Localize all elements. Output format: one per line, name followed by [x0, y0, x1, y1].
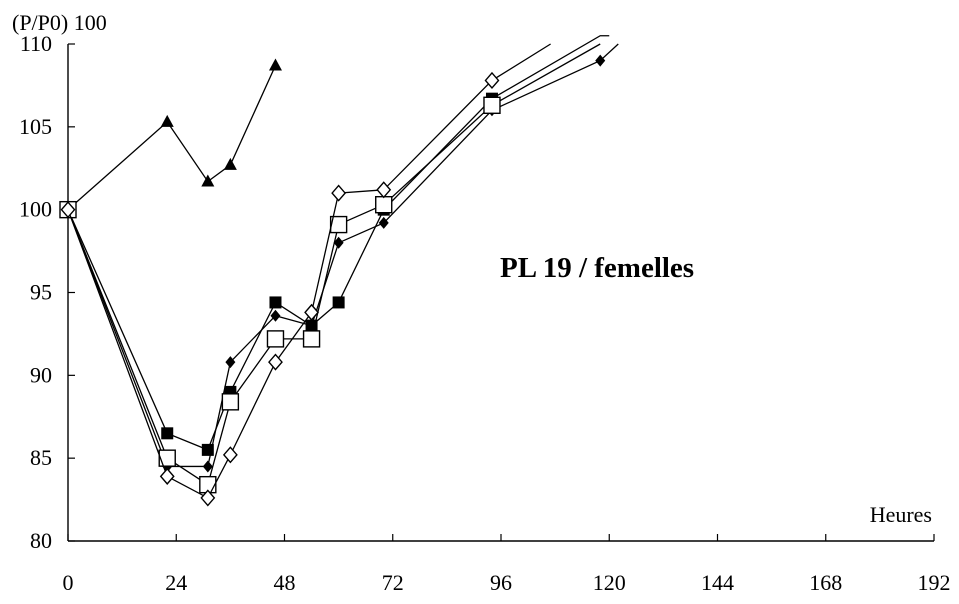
point-filled-square-4 [269, 296, 282, 309]
y-tick-label-105: 105 [19, 114, 52, 139]
axes: 80 85 90 95 100 105 110 0 24 48 72 96 120 144 168 192 [19, 31, 951, 595]
point-open-square-5 [302, 330, 321, 348]
x-axis-title: Heures [870, 502, 932, 527]
chart-annotation: PL 19 / femelles [500, 252, 694, 284]
point-filled-triangle-3 [223, 157, 237, 170]
series-open-diamond [60, 43, 551, 507]
point-filled-diamond-3 [225, 356, 236, 369]
y-tick-label-80: 80 [30, 528, 52, 553]
x-tick-label-96: 96 [490, 570, 512, 595]
point-filled-triangle-2 [201, 174, 215, 187]
point-open-diamond-1 [159, 467, 175, 485]
point-filled-diamond-6 [333, 236, 344, 249]
x-tick-label-168: 168 [809, 570, 842, 595]
point-filled-diamond-2 [202, 460, 213, 473]
y-axis-title: (P/P0) 100 [12, 10, 107, 35]
x-tick-label-192: 192 [918, 570, 951, 595]
point-open-square-4 [266, 330, 285, 348]
y-tick-label-110: 110 [20, 31, 52, 56]
series-line-open-square [67, 43, 601, 486]
series-line-filled-triangle [67, 65, 277, 211]
point-open-square-3 [221, 393, 240, 411]
x-tick-label-120: 120 [593, 570, 626, 595]
point-filled-triangle-4 [268, 58, 282, 71]
point-open-diamond-3 [222, 446, 238, 464]
point-filled-diamond-9 [595, 54, 606, 67]
point-open-diamond-4 [268, 353, 283, 371]
y-tick-label-85: 85 [30, 445, 52, 470]
series-filled-square [62, 35, 610, 456]
point-filled-square-1 [161, 427, 174, 440]
series-line-open-diamond [67, 43, 551, 499]
point-open-square-7 [375, 195, 393, 214]
point-open-square-8 [483, 96, 501, 114]
x-tick-label-24: 24 [165, 570, 187, 595]
series-layer [59, 35, 619, 507]
y-tick-label-95: 95 [30, 280, 52, 305]
point-open-diamond-8 [484, 71, 500, 90]
series-filled-triangle [61, 58, 282, 215]
point-filled-diamond-4 [270, 309, 281, 322]
y-tick-label-100: 100 [19, 197, 52, 222]
x-tick-label-0: 0 [63, 570, 74, 595]
y-tick-label-90: 90 [30, 362, 52, 387]
series-open-square [59, 43, 601, 494]
point-open-square-6 [329, 215, 348, 234]
point-filled-diamond-7 [378, 216, 389, 229]
point-open-diamond-2 [200, 489, 216, 507]
point-filled-square-6 [332, 296, 345, 309]
x-tick-label-48: 48 [274, 570, 296, 595]
point-open-diamond-7 [376, 181, 392, 199]
point-open-diamond-5 [304, 303, 319, 321]
point-open-diamond-6 [331, 184, 347, 202]
point-open-diamond-0 [60, 201, 76, 219]
x-tick-label-144: 144 [701, 570, 734, 595]
x-tick-label-72: 72 [382, 570, 404, 595]
point-open-square-1 [158, 449, 176, 467]
point-filled-triangle-1 [160, 114, 174, 127]
